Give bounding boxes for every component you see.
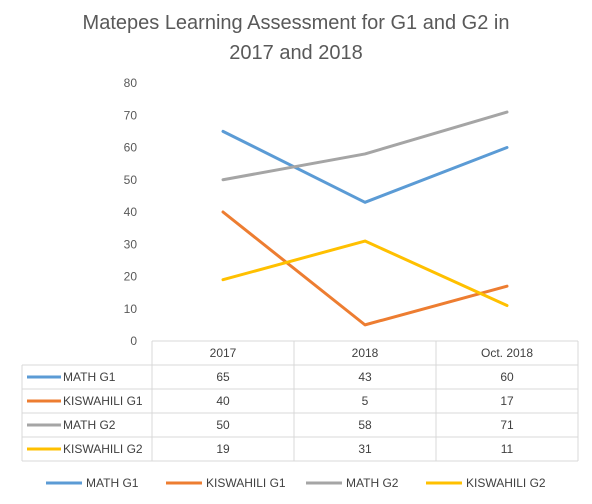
legend-entry-label: MATH G1 — [86, 476, 139, 490]
data-table-cell: 43 — [358, 370, 372, 384]
y-tick-label: 20 — [124, 270, 138, 284]
y-tick-label: 80 — [124, 76, 138, 90]
y-tick-label: 30 — [124, 237, 138, 251]
data-table-cell: 11 — [501, 442, 514, 456]
legend-entry-label: KISWAHILI G1 — [206, 476, 286, 490]
chart-title: Matepes Learning Assessment for G1 and G… — [0, 8, 592, 68]
data-table-cell: 58 — [358, 418, 372, 432]
series-line-kiswahili-g2 — [221, 239, 509, 308]
table-series-name: KISWAHILI G2 — [63, 442, 143, 456]
table-series-name: KISWAHILI G1 — [63, 394, 143, 408]
data-table-cell: 60 — [500, 370, 514, 384]
data-table-cell: 5 — [362, 394, 369, 408]
y-tick-label: 70 — [124, 108, 138, 122]
x-category-label: 2018 — [352, 346, 379, 360]
legend-entry-label: MATH G2 — [346, 476, 399, 490]
x-category-label: 2017 — [210, 346, 237, 360]
data-table-cell: 50 — [216, 418, 230, 432]
data-table-cell: 19 — [216, 442, 230, 456]
table-series-name: MATH G1 — [63, 370, 116, 384]
y-tick-label: 10 — [124, 302, 138, 316]
data-table-cell: 17 — [500, 394, 514, 408]
data-table-cell: 40 — [216, 394, 230, 408]
y-tick-label: 60 — [124, 141, 138, 155]
data-table-cell: 65 — [216, 370, 230, 384]
series-line-math-g1 — [221, 129, 509, 204]
y-tick-label: 0 — [130, 334, 137, 348]
data-table-cell: 71 — [500, 418, 514, 432]
chart-title-line-2: 2017 and 2018 — [229, 42, 363, 64]
legend-entry-label: KISWAHILI G2 — [466, 476, 546, 490]
data-table-cell: 31 — [358, 442, 372, 456]
chart-title-line-1: Matepes Learning Assessment for G1 and G… — [82, 12, 510, 34]
series-line-math-g2 — [221, 110, 509, 182]
y-tick-label: 50 — [124, 173, 138, 187]
table-series-name: MATH G2 — [63, 418, 116, 432]
y-tick-label: 40 — [124, 205, 138, 219]
x-category-label: Oct. 2018 — [481, 346, 533, 360]
